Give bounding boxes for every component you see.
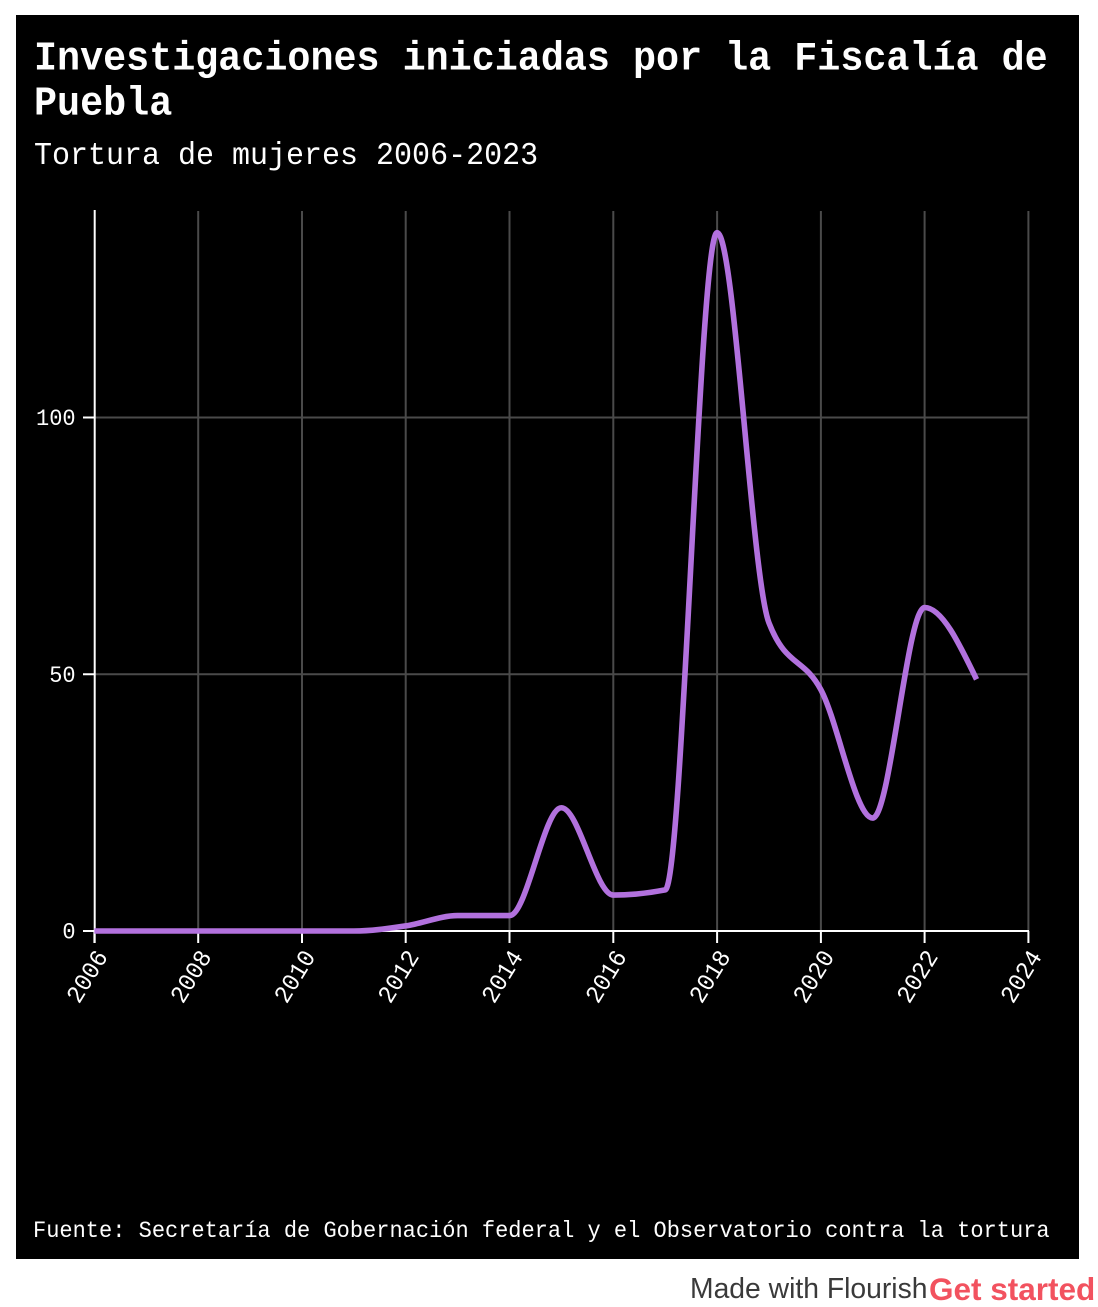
svg-text:2024: 2024 <box>996 946 1049 1009</box>
svg-text:2014: 2014 <box>478 946 531 1009</box>
svg-text:0: 0 <box>62 919 75 946</box>
svg-text:2008: 2008 <box>166 946 219 1009</box>
svg-text:2010: 2010 <box>270 946 323 1009</box>
svg-text:2020: 2020 <box>789 946 842 1009</box>
svg-text:2022: 2022 <box>893 946 946 1009</box>
svg-text:2018: 2018 <box>685 946 738 1009</box>
svg-text:100: 100 <box>36 406 76 433</box>
svg-text:50: 50 <box>49 662 75 689</box>
svg-text:2012: 2012 <box>374 946 427 1009</box>
svg-text:2006: 2006 <box>62 946 115 1009</box>
svg-text:2016: 2016 <box>581 946 634 1009</box>
